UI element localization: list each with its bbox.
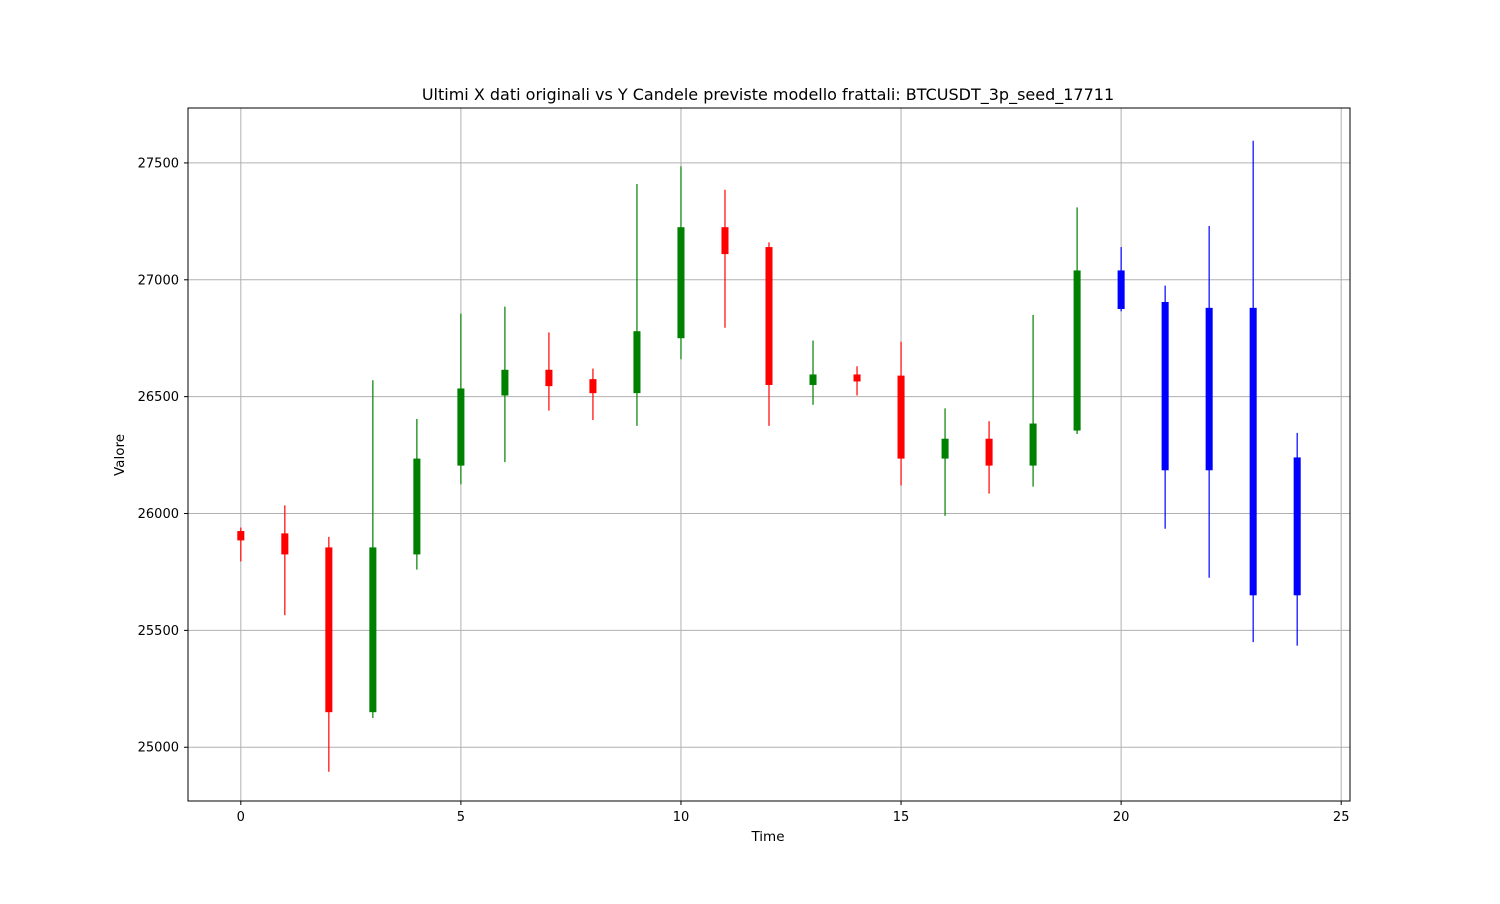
candle [1249,140,1257,643]
candle [281,505,289,616]
candle [369,380,377,719]
candle-body [853,374,861,382]
plot-frame [187,107,1351,802]
y-tick-label: 27500 [138,156,179,171]
candle-body [1073,270,1081,431]
x-axis-label: Time [750,829,784,845]
candle [413,418,421,570]
y-axis-label: Valore [112,434,128,476]
candle-body [1117,270,1125,310]
candle-body [765,247,773,385]
x-tick-label: 25 [1333,810,1350,825]
candle [721,189,729,328]
axis-ticks: 0 5 10 15 20 25 25000 25500 26000 26500 27000 27500 [138,156,1350,825]
x-tick-label: 0 [237,810,245,825]
candle [1161,285,1169,529]
candles [237,140,1301,772]
y-tick-label: 25500 [138,624,179,639]
candle [1205,226,1213,578]
candle [853,366,861,396]
candle [501,306,509,463]
candle-body [809,374,817,385]
candle-body [1029,423,1037,466]
candle-body [413,458,421,555]
candle-body [721,227,729,255]
candle [897,341,905,486]
candle [809,340,817,405]
x-tick-label: 15 [893,810,910,825]
y-tick-label: 25000 [138,741,179,756]
candle-body [545,369,553,387]
candle [457,313,465,485]
candle [1029,314,1037,487]
y-tick-label: 26500 [138,390,179,405]
candle-body [1249,307,1257,596]
y-tick-label: 27000 [138,273,179,288]
candle-body [457,388,465,466]
candle-body [281,533,289,555]
candle [589,368,597,421]
candle [941,408,949,516]
candle-body [369,547,377,713]
candle-body [325,547,333,713]
x-tick-label: 5 [457,810,465,825]
candle-body [589,379,597,394]
candle-body [501,369,509,396]
x-tick-label: 20 [1113,810,1130,825]
candle-body [1293,457,1301,596]
candle-body [941,438,949,459]
candle [677,166,685,360]
y-tick-label: 26000 [138,507,179,522]
candle [765,242,773,426]
candle [325,536,333,772]
candle-body [1161,301,1169,471]
candle-body [633,331,641,394]
candle-body [985,438,993,466]
candle [1293,432,1301,646]
candle [633,183,641,426]
candle-body [897,375,905,459]
candle-body [677,227,685,339]
candle [545,332,553,411]
candle [1117,247,1125,312]
candle-body [1205,307,1213,471]
candle [985,421,993,494]
chart-title: Ultimi X dati originali vs Y Candele pre… [422,85,1114,105]
candle-body [237,531,245,541]
candle [1073,207,1081,435]
candle [237,527,245,562]
x-tick-label: 10 [673,810,690,825]
